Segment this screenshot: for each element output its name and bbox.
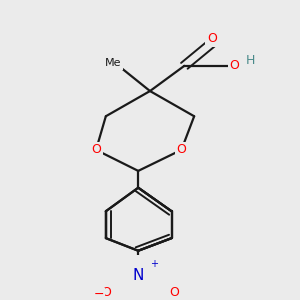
Text: O: O <box>101 286 111 299</box>
Text: O: O <box>176 143 186 156</box>
Text: Me: Me <box>104 58 121 68</box>
Text: O: O <box>169 286 179 299</box>
Text: O: O <box>230 59 239 72</box>
Text: +: + <box>150 259 158 269</box>
Text: O: O <box>207 32 217 45</box>
Text: H: H <box>246 54 255 67</box>
Text: N: N <box>133 268 144 284</box>
Text: O: O <box>91 143 101 156</box>
Text: −: − <box>94 288 105 300</box>
